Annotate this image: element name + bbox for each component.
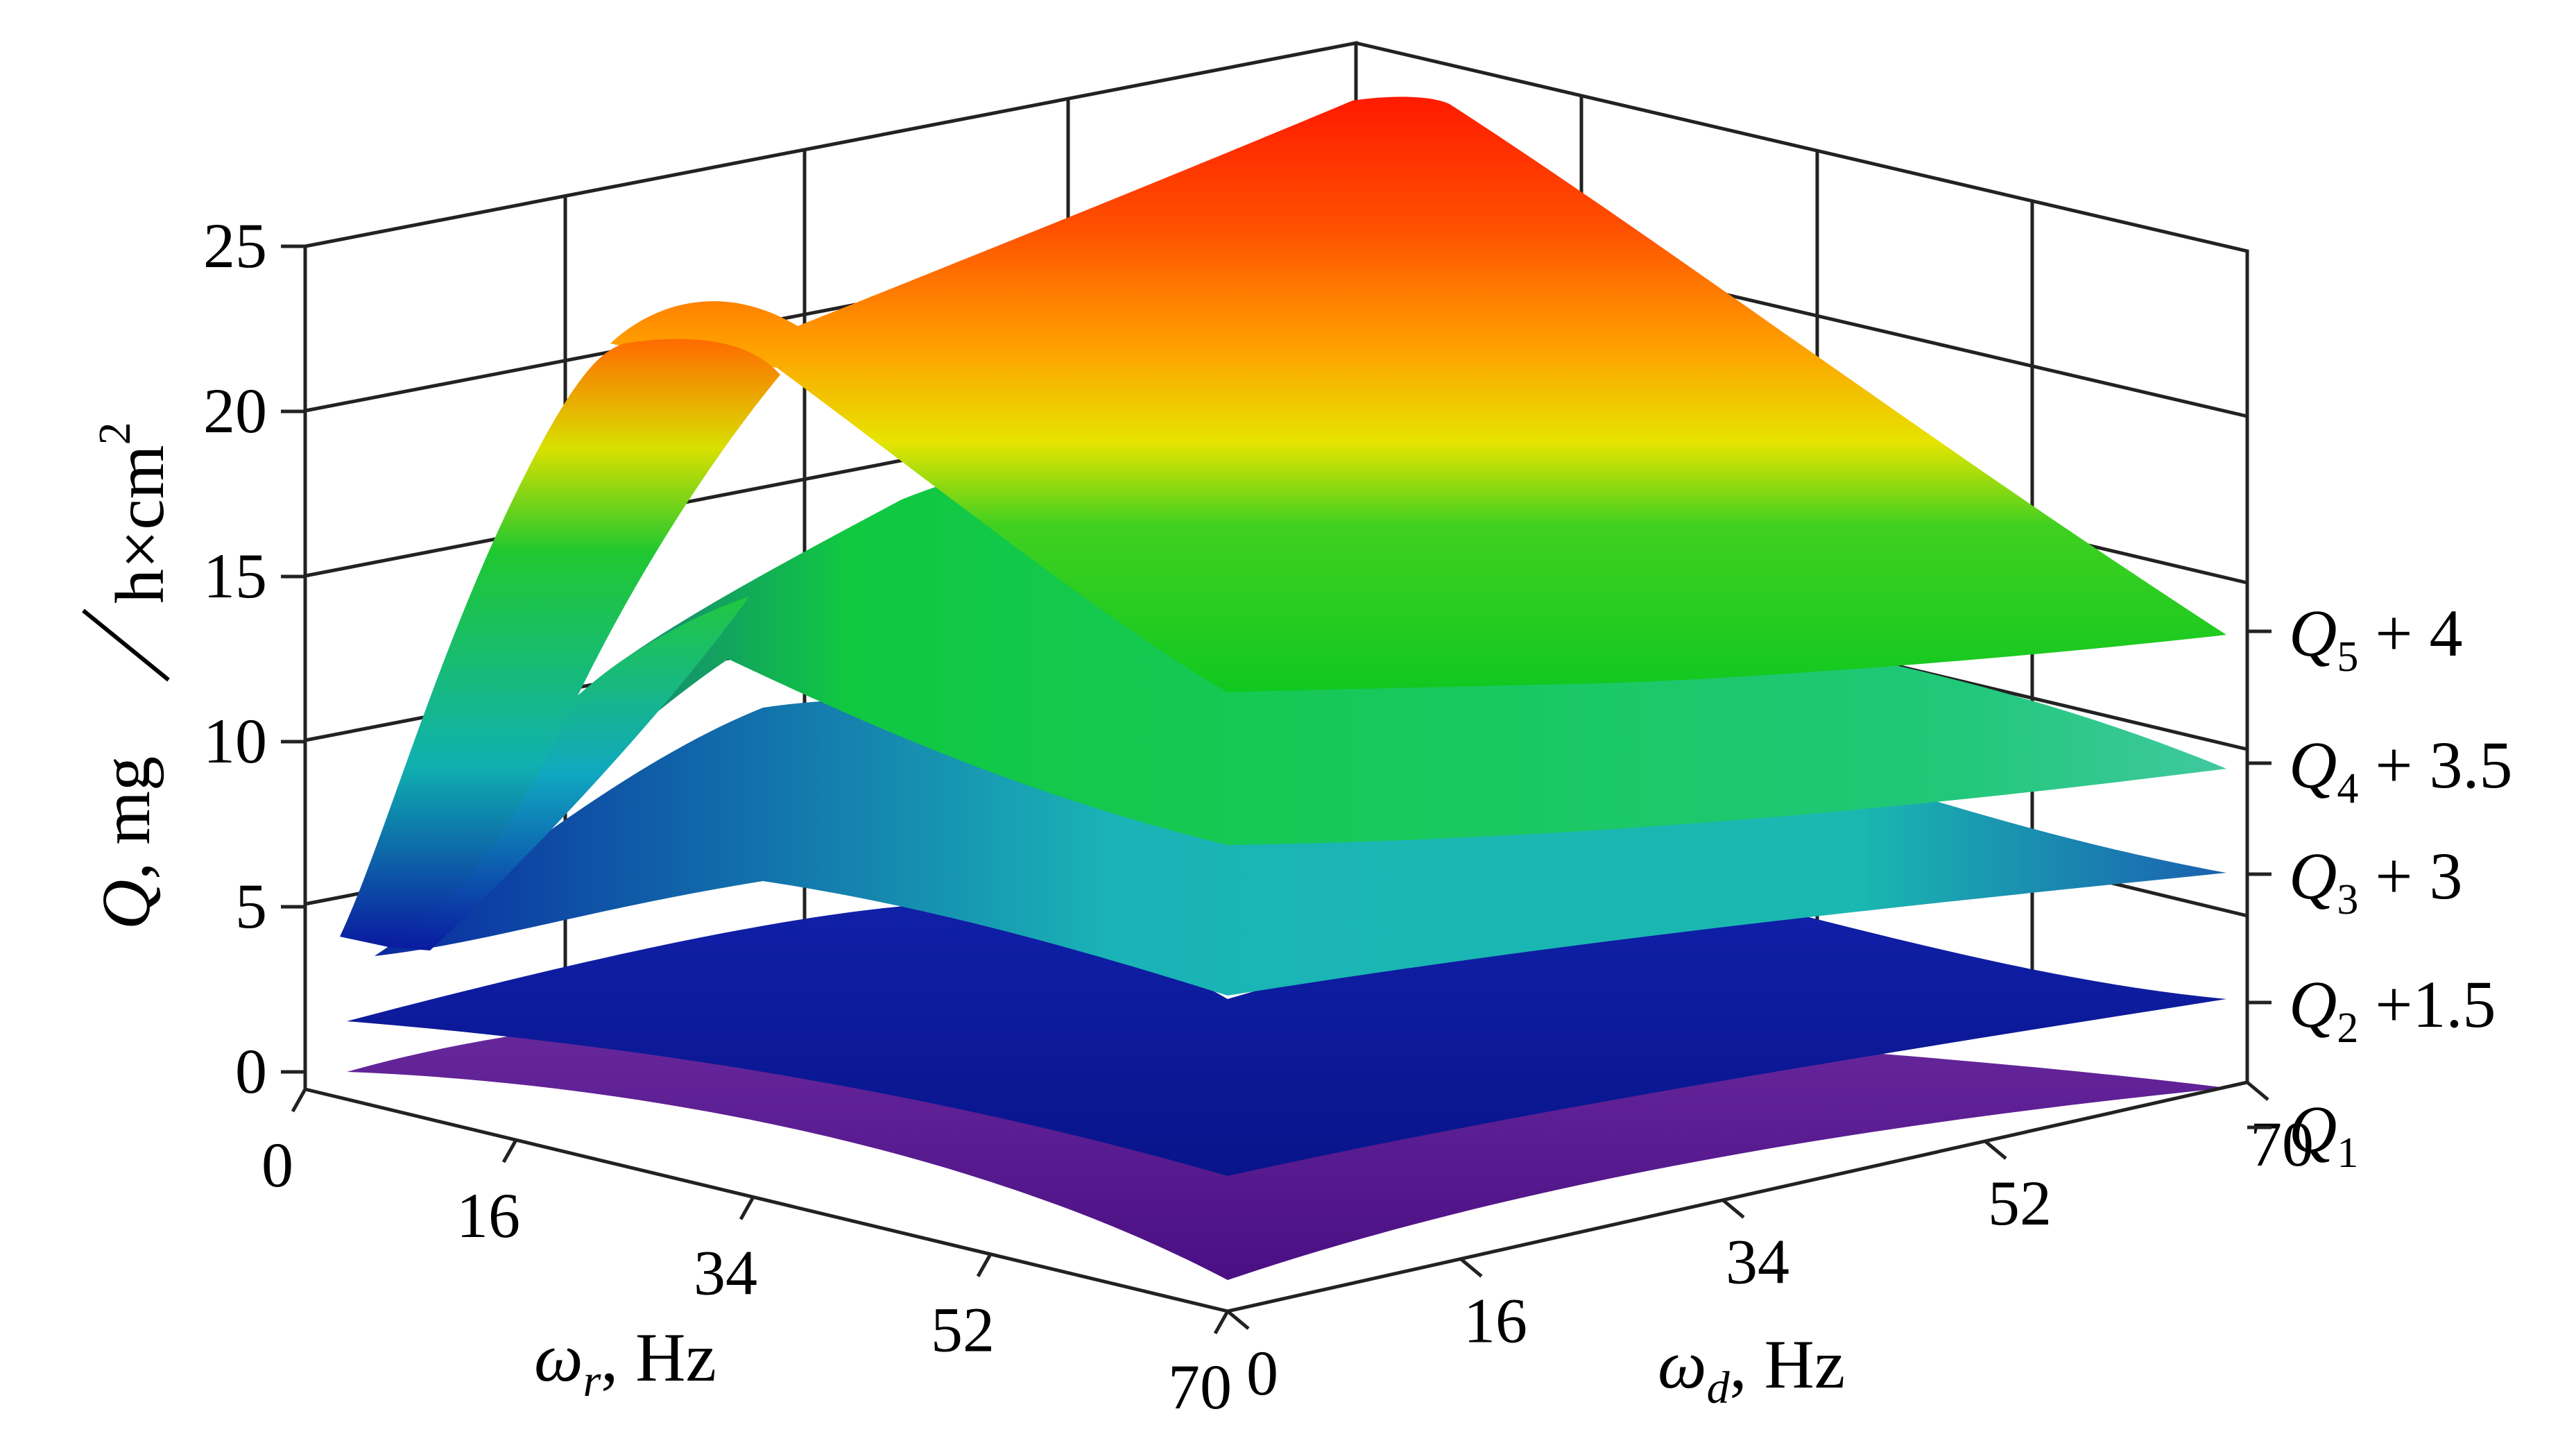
wr-tick-label-3: 52 [931,1295,995,1365]
wd-axis-title-unit: , Hz [1730,1326,1846,1403]
wd-axis-tick-labels: 0 16 34 52 70 [1246,1109,2314,1408]
series-label-suffix-3: + 3 [2358,839,2462,913]
series-label-symbol-1: Q [2289,1092,2337,1166]
z-axis-title-denominator: h×cm [101,445,178,604]
series-label-symbol-5: Q [2289,596,2337,670]
series-label-subscript-4: 4 [2337,765,2358,812]
series-label-suffix-2: +1.5 [2358,967,2496,1041]
series-label-suffix-5: + 4 [2358,596,2462,670]
z-tick-label-5: 25 [203,210,267,281]
series-label-suffix-4: + 3.5 [2358,728,2512,802]
wr-axis-title: ωr, Hz [534,1319,716,1406]
z-tick-label-2: 10 [203,706,267,776]
wr-tick-3 [976,1253,993,1277]
z-axis-title: Q, mg h×cm2 [82,422,178,930]
wd-axis-ticks [1226,1081,2269,1330]
wr-tick-label-2: 34 [694,1237,757,1308]
wr-tick-0 [291,1088,307,1113]
svg-text:Q, mg: Q, mg [87,756,164,930]
series-label-2: Q2 +1.5 [2289,967,2496,1052]
z-axis-title-unit: , mg [87,756,164,880]
series-label-1: Q1 [2289,1092,2358,1177]
z-axis-title-slash [82,608,170,682]
wr-tick-label-4: 70 [1168,1351,1232,1422]
series-label-subscript-1: 1 [2337,1129,2358,1177]
series-label-3: Q3 + 3 [2289,839,2462,923]
series-label-ticks [2247,629,2272,1129]
wr-axis-tick-labels: 0 16 34 52 70 [261,1129,1232,1422]
series-label-symbol-4: Q [2289,728,2337,802]
axis-wd-line [1227,1080,2248,1313]
wd-tick-label-4: 70 [2250,1109,2314,1179]
z-axis-ticks [281,244,305,1074]
series-label-subscript-3: 3 [2337,876,2358,923]
wd-tick-label-2: 34 [1726,1227,1789,1297]
series-label-4: Q4 + 3.5 [2289,728,2512,812]
wr-tick-label-0: 0 [261,1129,293,1200]
surface-layer [340,96,2226,1280]
wr-tick-2 [739,1196,755,1220]
wd-axis-title-subscript: d [1707,1363,1731,1413]
series-label-symbol-3: Q [2289,839,2337,913]
wd-tick-label-0: 0 [1246,1338,1278,1408]
z-tick-label-3: 15 [203,540,267,611]
wd-tick-4 [2246,1081,2269,1101]
z-axis-title-power: 2 [89,422,140,445]
surface-q5 [610,96,2226,693]
series-label-5: Q5 + 4 [2289,596,2462,681]
wd-tick-0 [1226,1310,1250,1330]
wd-tick-label-1: 16 [1463,1286,1527,1356]
axis-lines [303,246,2248,1313]
z-tick-label-1: 5 [235,871,267,941]
series-label-symbol-2: Q [2289,967,2337,1041]
wd-tick-2 [1721,1198,1745,1219]
z-tick-label-0: 0 [235,1036,267,1107]
wr-tick-label-1: 16 [456,1180,520,1251]
wd-axis-title-symbol: ω [1658,1326,1707,1403]
axis-wr-line [304,1087,1228,1313]
wd-tick-1 [1459,1257,1483,1278]
grid-frame-right-wall [1355,41,2249,1082]
z-axis-title-symbol: Q [87,880,164,930]
wr-axis-title-subscript: r [583,1356,601,1406]
surface-q4 [388,459,2226,947]
surface-q5-wing [340,339,780,947]
wr-axis-ticks [291,1088,1230,1335]
wd-tick-3 [1984,1139,2007,1160]
wr-tick-4 [1213,1310,1230,1335]
wd-axis-title: ωd, Hz [1658,1326,1845,1413]
wr-axis-title-unit: , Hz [601,1319,716,1396]
z-axis-tick-labels: 0 5 10 15 20 25 [203,210,267,1107]
svg-text:h×cm2: h×cm2 [89,422,178,604]
wr-tick-1 [501,1138,518,1163]
wd-tick-label-3: 52 [1988,1168,2052,1238]
series-label-subscript-5: 5 [2337,633,2358,681]
z-tick-label-4: 20 [203,375,267,446]
surface-q2 [347,902,2226,1176]
series-label-subscript-2: 2 [2337,1005,2358,1052]
wr-axis-title-symbol: ω [534,1319,583,1396]
